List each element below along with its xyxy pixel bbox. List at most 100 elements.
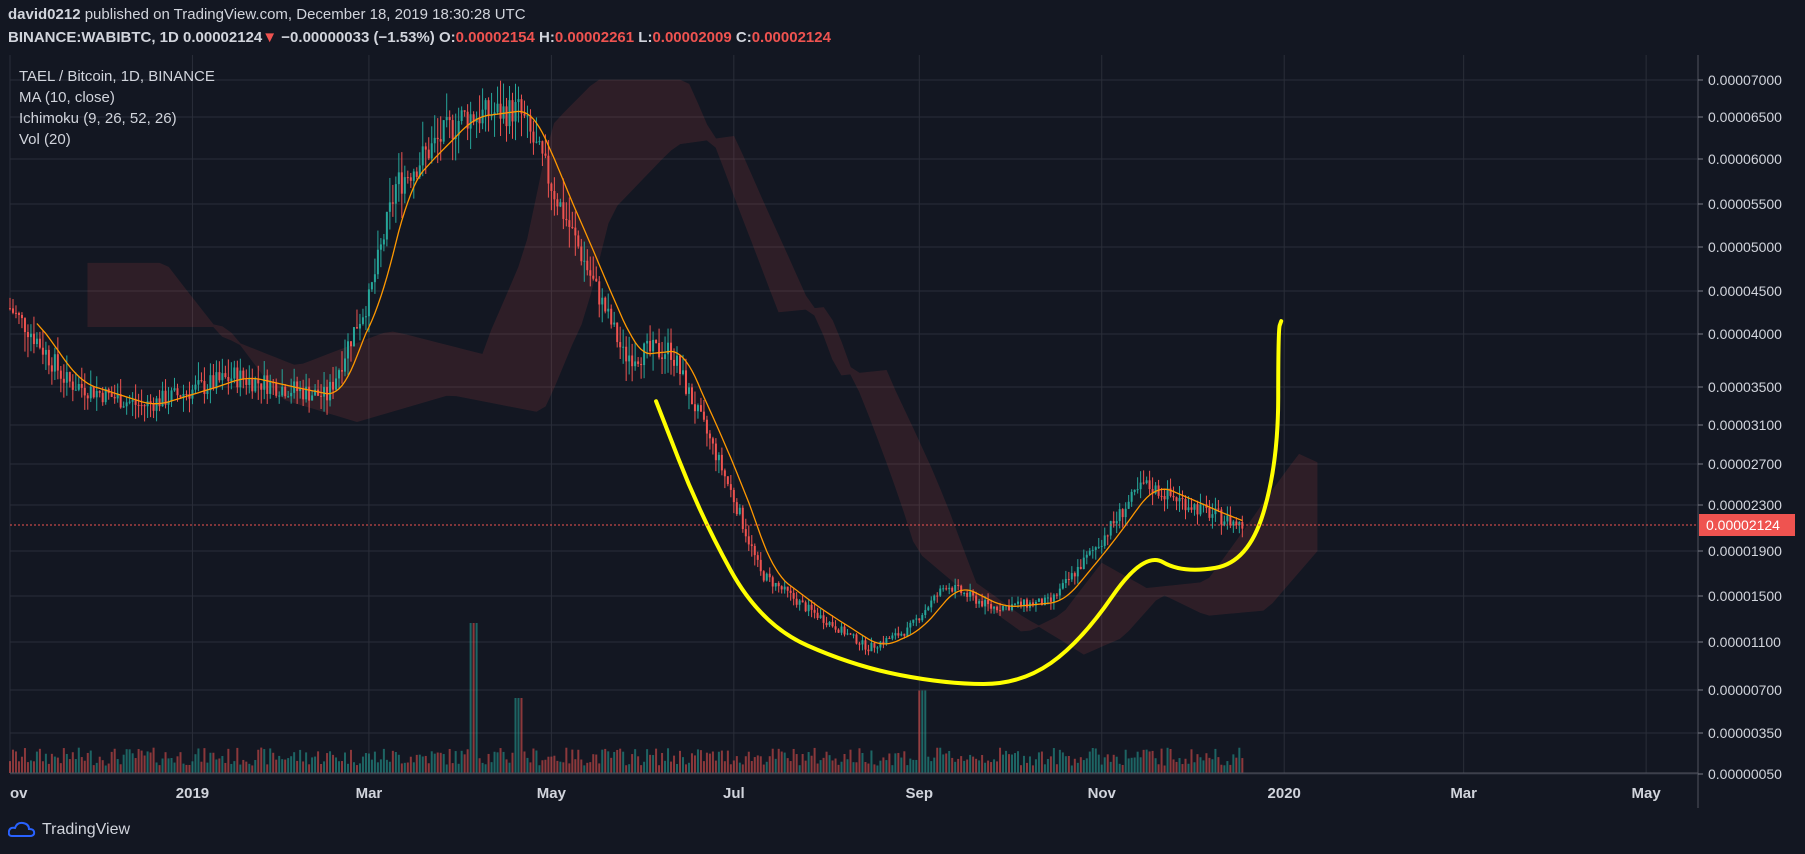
candle-body xyxy=(975,595,978,604)
candle-body xyxy=(571,226,574,228)
candle-body xyxy=(424,146,427,150)
volume-bar xyxy=(690,753,693,773)
volume-bar xyxy=(433,753,436,773)
candle-body xyxy=(439,139,442,142)
low-value: 0.00002009 xyxy=(652,29,732,46)
candle-body xyxy=(245,379,248,385)
candle-body xyxy=(32,333,35,345)
candle-body xyxy=(436,137,439,140)
candle-body xyxy=(586,260,589,271)
candle-body xyxy=(993,606,996,609)
volume-bar xyxy=(1142,749,1145,773)
down-triangle-icon: ▼ xyxy=(262,29,278,46)
candle-body xyxy=(152,403,155,411)
volume-bar xyxy=(1202,760,1205,773)
volume-bar xyxy=(1097,754,1100,773)
candle-body xyxy=(517,99,520,103)
candle-body xyxy=(1124,508,1127,518)
candle-body xyxy=(643,343,646,366)
candle-body xyxy=(505,106,508,127)
volume-bar xyxy=(1055,764,1058,773)
candle-body xyxy=(484,100,487,110)
time-tick-label: Mar xyxy=(1450,785,1477,802)
time-tick-label: Sep xyxy=(906,785,934,802)
volume-bar xyxy=(945,753,948,773)
volume-bar xyxy=(933,757,936,773)
candle-body xyxy=(1166,488,1169,500)
volume-bar xyxy=(813,747,816,773)
tradingview-logo[interactable]: TradingView xyxy=(8,820,130,840)
candle-body xyxy=(1175,497,1178,502)
legend-pair[interactable]: TAEL / Bitcoin, 1D, BINANCE xyxy=(19,68,215,85)
volume-bar xyxy=(1145,749,1148,773)
volume-bar xyxy=(203,748,206,773)
candle-body xyxy=(197,380,200,385)
volume-bar xyxy=(418,754,421,773)
volume-bar xyxy=(798,765,801,773)
candle-body xyxy=(897,633,900,636)
volume-bar xyxy=(963,760,966,773)
candle-body xyxy=(681,370,684,375)
candle-body xyxy=(1112,521,1115,524)
volume-bar xyxy=(939,747,942,773)
volume-bar xyxy=(538,765,541,773)
candle-body xyxy=(379,244,382,250)
legend-ichimoku[interactable]: Ichimoku (9, 26, 52, 26) xyxy=(19,110,177,127)
candle-body xyxy=(532,131,535,143)
candle-body xyxy=(867,649,870,652)
volume-bar xyxy=(502,751,505,773)
volume-bar xyxy=(478,758,481,773)
volume-bar xyxy=(1112,754,1115,773)
volume-bar xyxy=(780,751,783,773)
candle-body xyxy=(1226,515,1229,522)
volume-bar xyxy=(783,752,786,773)
volume-bar xyxy=(1043,764,1046,773)
candle-body xyxy=(457,120,460,136)
price-tick-label: 0.00000700 xyxy=(1708,682,1782,698)
candle-body xyxy=(676,355,679,366)
volume-bar xyxy=(83,760,86,773)
volume-bar xyxy=(346,763,349,773)
volume-bar xyxy=(1211,759,1214,773)
candle-body xyxy=(74,389,77,391)
candle-body xyxy=(65,372,68,383)
legend-vol[interactable]: Vol (20) xyxy=(19,131,71,148)
candle-body xyxy=(421,146,424,166)
volume-bar xyxy=(631,754,634,773)
candle-body xyxy=(451,120,454,140)
volume-bar xyxy=(909,758,912,773)
volume-bar xyxy=(747,751,750,773)
candle-body xyxy=(1091,549,1094,551)
candle-body xyxy=(876,647,879,649)
volume-bar xyxy=(957,758,960,773)
candle-body xyxy=(744,529,747,537)
legend-ma[interactable]: MA (10, close) xyxy=(19,89,115,106)
volume-bar xyxy=(637,756,640,773)
candle-body xyxy=(1130,491,1133,502)
candle-body xyxy=(17,313,20,315)
candle-body xyxy=(741,507,744,530)
candle-body xyxy=(553,191,556,200)
candle-body xyxy=(341,370,344,372)
candle-body xyxy=(714,443,717,461)
candle-body xyxy=(463,110,466,112)
volume-bar xyxy=(367,753,370,773)
candle-body xyxy=(915,618,918,620)
volume-bar xyxy=(978,760,981,773)
volume-bar xyxy=(975,758,978,773)
candle-body xyxy=(679,355,682,375)
candle-body xyxy=(275,383,278,396)
candle-body xyxy=(361,317,364,324)
volume-bar xyxy=(56,757,59,773)
candle-body xyxy=(1002,605,1005,611)
volume-bar xyxy=(448,748,451,773)
volume-bar xyxy=(628,764,631,773)
candle-body xyxy=(810,604,813,610)
last-price: 0.00002124 xyxy=(183,29,263,46)
volume-bar xyxy=(373,751,376,773)
volume-bar xyxy=(942,754,945,773)
volume-bar xyxy=(550,756,553,773)
username[interactable]: david0212 xyxy=(8,6,81,23)
volume-bar xyxy=(86,752,89,773)
